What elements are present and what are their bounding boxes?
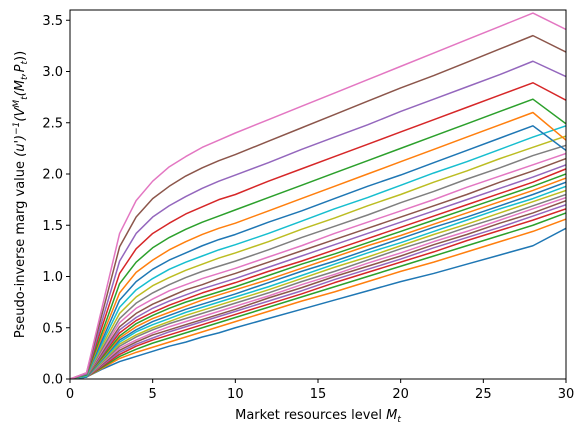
y-axis-label: Pseudo-inverse marg value (u')−1(VMt(Mt,… [12, 51, 30, 338]
y-tick-label: 3.5 [42, 14, 63, 29]
series-line-10 [70, 185, 566, 379]
y-tick-label: 2.0 [42, 168, 63, 183]
series-line-2 [70, 218, 566, 379]
x-tick-label: 20 [392, 387, 409, 402]
series-line-25 [70, 60, 566, 379]
series-line-8 [70, 193, 566, 379]
series-line-14 [70, 168, 566, 379]
series-line-16 [70, 157, 566, 379]
axes-layer: 0 5 10 15 20 25 30 0.0 0.5 1.0 1.5 2.0 2.5 3.0 3.5 [42, 14, 574, 402]
plot-frame [69, 9, 567, 380]
series-line-27 [70, 12, 566, 379]
series-line-7 [70, 196, 566, 379]
y-tick-label: 2.5 [42, 116, 63, 131]
series-line-1 [70, 227, 566, 379]
series-line-3 [70, 212, 566, 379]
x-axis-label: Market resources level Mt [235, 408, 401, 425]
series-line-9 [70, 189, 566, 379]
y-tick-label: 1.0 [42, 270, 63, 285]
series-line-12 [70, 177, 566, 379]
y-tick-label: 0.0 [42, 373, 63, 388]
y-tick-label: 0.5 [42, 321, 63, 336]
x-tick-label: 15 [310, 387, 327, 402]
series-line-11 [70, 181, 566, 379]
series-line-4 [70, 208, 566, 379]
series-line-17 [70, 152, 566, 379]
series-line-26 [70, 34, 566, 379]
x-tick-label: 0 [66, 387, 74, 402]
series-line-21 [70, 125, 566, 379]
series-line-15 [70, 164, 566, 379]
x-tick-label: 10 [227, 387, 244, 402]
plot-layer [70, 12, 566, 379]
series-line-5 [70, 204, 566, 379]
x-tick-label: 5 [149, 387, 157, 402]
y-tick-label: 1.5 [42, 219, 63, 234]
x-tick-label: 25 [475, 387, 492, 402]
x-tick-label: 30 [558, 387, 575, 402]
y-tick-label: 3.0 [42, 65, 63, 80]
series-line-22 [70, 111, 566, 379]
series-line-23 [70, 98, 566, 379]
series-line-19 [70, 135, 566, 379]
series-line-18 [70, 144, 566, 379]
series-line-13 [70, 173, 566, 379]
series-line-20 [70, 125, 566, 379]
series-line-6 [70, 199, 566, 379]
series-line-24 [70, 82, 566, 379]
